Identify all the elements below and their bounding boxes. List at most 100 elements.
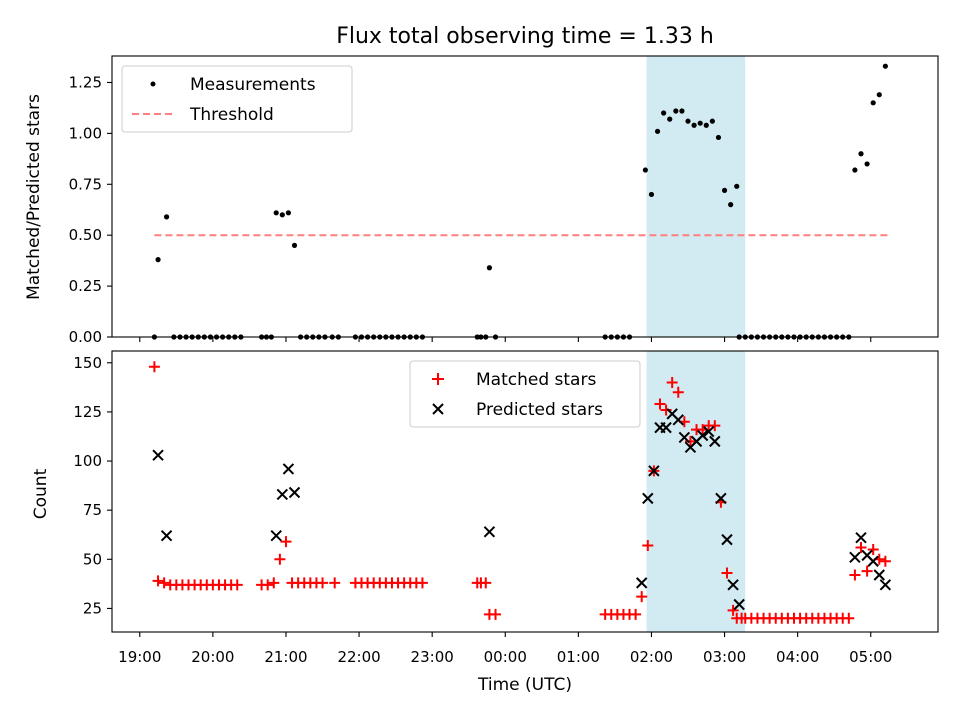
matched-star-point xyxy=(158,577,170,589)
measurement-point xyxy=(870,100,876,106)
legend-measurements-label: Measurements xyxy=(190,75,316,95)
predicted-star-point xyxy=(733,598,745,611)
matched-star-point xyxy=(280,536,292,548)
legend-predicted-label: Predicted stars xyxy=(476,400,603,420)
measurement-point xyxy=(648,191,655,198)
matched-star-point xyxy=(262,579,274,591)
measurement-point xyxy=(721,187,728,193)
top-x-axis xyxy=(139,337,872,342)
predicted-star-point xyxy=(715,492,727,505)
bottom-y-tick-label: 75 xyxy=(83,501,102,519)
measurement-point xyxy=(697,120,703,126)
bottom-y-axis: 25 50 75 100 125 150 xyxy=(73,354,112,617)
predicted-star-point xyxy=(703,425,715,438)
predicted-star-point xyxy=(867,555,879,567)
x-tick-label: 05:00 xyxy=(849,648,892,666)
top-y-axis-label: Matched/Predicted stars xyxy=(24,94,44,300)
top-panel: Flux total observing time = 1.33 h 0.000… xyxy=(24,24,939,346)
matched-star-point xyxy=(684,435,696,447)
predicted-star-point xyxy=(855,531,867,544)
measurement-point xyxy=(291,242,298,248)
predicted-star-point xyxy=(709,435,721,448)
x-tick-label: 03:00 xyxy=(703,648,746,666)
matched-star-point xyxy=(416,577,428,589)
matched-star-point xyxy=(727,604,739,616)
matched-star-point xyxy=(849,569,861,581)
bottom-y-tick-label: 100 xyxy=(73,452,102,470)
x-tick-label: 23:00 xyxy=(411,648,454,666)
measurement-point xyxy=(858,151,864,157)
bottom-plot-frame xyxy=(111,350,939,633)
bottom-y-tick-label: 125 xyxy=(73,403,102,421)
measurement-point xyxy=(679,108,685,114)
legend-predicted-marker xyxy=(432,403,444,415)
x-tick-label: 22:00 xyxy=(337,648,380,666)
x-tick-label: 19:00 xyxy=(118,648,161,666)
x-tick-label: 00:00 xyxy=(484,648,527,666)
measurement-point xyxy=(703,122,709,128)
matched-star-point xyxy=(654,398,666,410)
matched-star-point xyxy=(231,579,243,591)
top-legend: Measurements Threshold xyxy=(121,65,353,133)
top-y-tick-label: 0.25 xyxy=(69,277,102,295)
legend-threshold-label: Threshold xyxy=(189,105,274,125)
top-y-tick-label: 0.75 xyxy=(69,175,102,193)
predicted-star-point xyxy=(721,533,733,546)
bottom-y-axis-label: Count xyxy=(31,468,51,519)
x-tick-label: 20:00 xyxy=(191,648,234,666)
top-y-tick-label: 1.00 xyxy=(69,124,102,142)
measurement-point xyxy=(685,118,691,124)
measurement-point xyxy=(661,110,667,116)
matched-star-point xyxy=(630,608,642,620)
matched-star-point xyxy=(666,376,678,388)
predicted-star-point xyxy=(270,530,282,542)
x-tick-label: 01:00 xyxy=(557,648,600,666)
predicted-star-point xyxy=(288,486,301,499)
predicted-star-point xyxy=(152,449,164,461)
bottom-legend: Matched stars Predicted stars xyxy=(409,360,641,428)
top-highlight-span xyxy=(646,56,746,337)
chart-title: Flux total observing time = 1.33 h xyxy=(336,24,714,49)
measurement-point xyxy=(709,118,715,124)
measurement-point xyxy=(486,265,493,271)
predicted-star-point xyxy=(636,577,648,589)
predicted-star-point xyxy=(849,551,861,564)
predicted-star-point xyxy=(672,414,684,426)
matched-star-point xyxy=(879,555,891,567)
measurement-point xyxy=(882,63,888,69)
matched-star-point xyxy=(867,543,879,555)
measurement-point xyxy=(667,116,673,122)
measurement-point xyxy=(163,214,170,220)
measurement-point xyxy=(673,108,679,114)
measurement-point xyxy=(642,167,648,173)
matched-star-point xyxy=(709,420,721,432)
measurement-point xyxy=(155,257,161,263)
predicted-star-point xyxy=(282,463,295,475)
matched-star-point xyxy=(660,404,672,416)
predicted-star-point xyxy=(678,431,691,444)
predicted-stars-series xyxy=(152,408,892,611)
predicted-star-point xyxy=(483,526,496,538)
matched-star-point xyxy=(152,575,164,587)
top-y-tick-label: 1.25 xyxy=(69,73,102,91)
predicted-star-point xyxy=(696,429,709,442)
x-tick-label: 21:00 xyxy=(264,648,307,666)
matched-star-point xyxy=(490,608,502,620)
bottom-highlight-span xyxy=(646,351,746,632)
matched-stars-series xyxy=(148,361,891,624)
matched-star-point xyxy=(329,577,341,589)
matched-star-point xyxy=(672,386,684,398)
measurement-point xyxy=(654,128,661,134)
bottom-y-tick-label: 25 xyxy=(83,599,102,617)
measurement-point xyxy=(852,167,858,173)
bottom-y-tick-label: 150 xyxy=(73,354,102,372)
matched-star-point xyxy=(480,577,492,589)
matched-star-point xyxy=(843,612,855,624)
bottom-y-tick-label: 50 xyxy=(83,550,102,568)
legend-matched-label: Matched stars xyxy=(476,370,596,390)
predicted-star-point xyxy=(727,579,739,591)
predicted-star-point xyxy=(642,492,654,505)
top-plot-frame xyxy=(111,55,939,338)
x-axis-label: Time (UTC) xyxy=(477,675,572,695)
